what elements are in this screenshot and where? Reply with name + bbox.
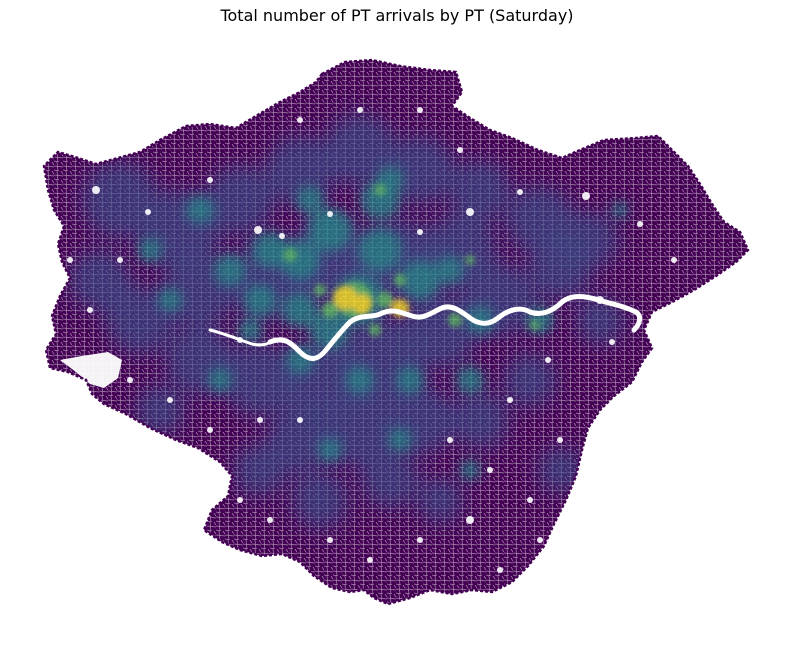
network-gap xyxy=(417,107,423,113)
network-gap xyxy=(457,147,463,153)
network-gap xyxy=(517,189,523,195)
network-gap xyxy=(507,397,513,403)
map-title: Total number of PT arrivals by PT (Satur… xyxy=(220,6,574,25)
network-gap xyxy=(327,211,333,217)
river-thames-west xyxy=(208,328,272,347)
network-gap xyxy=(466,516,474,524)
network-gap xyxy=(87,307,93,313)
network-gap xyxy=(297,417,303,423)
network-gap xyxy=(417,537,423,543)
network-gap xyxy=(167,397,173,403)
network-gap xyxy=(257,417,263,423)
network-gap xyxy=(279,233,285,239)
network-gap xyxy=(67,257,73,263)
network-gap xyxy=(327,537,333,543)
network-gap xyxy=(297,117,303,123)
network-gaps xyxy=(67,107,677,573)
network-gap xyxy=(117,257,123,263)
network-gap xyxy=(127,377,133,383)
network-gap xyxy=(582,192,590,200)
network-gap xyxy=(145,209,151,215)
network-gap xyxy=(207,427,213,433)
network-gap xyxy=(267,517,273,523)
network-gap xyxy=(545,357,551,363)
network-gap xyxy=(466,208,474,216)
network-gap xyxy=(671,257,677,263)
network-gap xyxy=(357,107,363,113)
network-gap xyxy=(254,226,262,234)
network-gap xyxy=(197,477,203,483)
network-gap xyxy=(92,186,100,194)
network-gap xyxy=(207,177,213,183)
network-gap xyxy=(609,339,615,345)
network-gap xyxy=(557,437,563,443)
network-gap xyxy=(487,467,493,473)
network-gap xyxy=(537,537,543,543)
network-gap xyxy=(527,497,533,503)
river-thames xyxy=(267,294,643,361)
network-gap xyxy=(637,221,643,227)
network-gap xyxy=(497,567,503,573)
network-gap xyxy=(237,497,243,503)
network-gap xyxy=(367,557,373,563)
west-gap xyxy=(60,352,122,388)
network-gap xyxy=(417,229,423,235)
network-gap xyxy=(447,437,453,443)
